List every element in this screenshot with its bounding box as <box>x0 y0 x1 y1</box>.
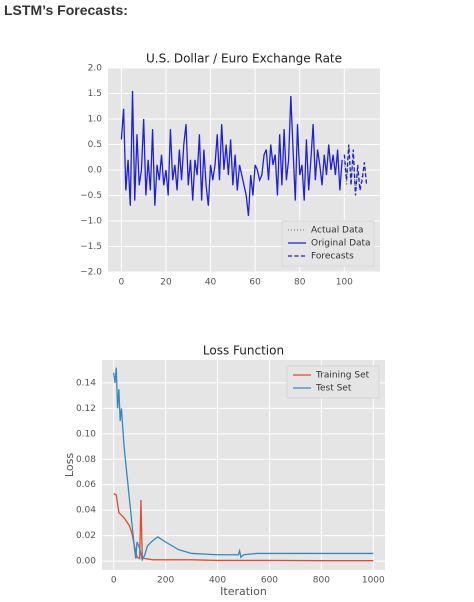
x-tick-label: 800 <box>313 576 330 586</box>
y-tick-label: −0.5 <box>80 191 102 201</box>
y-tick-label: 0.06 <box>76 480 96 490</box>
y-tick-label: −1.5 <box>80 242 102 252</box>
x-tick-label: 600 <box>261 576 278 586</box>
chart-title: U.S. Dollar / Euro Exchange Rate <box>146 52 342 66</box>
x-tick-label: 400 <box>209 576 226 586</box>
y-tick-label: 1.0 <box>88 115 103 125</box>
x-tick-label: 20 <box>160 278 172 288</box>
y-tick-label: 0.14 <box>76 378 96 388</box>
x-tick-label: 100 <box>336 278 353 288</box>
x-axis-label: Iteration <box>220 585 267 598</box>
y-tick-label: 0.10 <box>76 429 96 439</box>
y-tick-label: 0.00 <box>76 557 96 567</box>
y-tick-label: −2.0 <box>80 268 102 278</box>
legend-label: Forecasts <box>311 252 354 262</box>
x-tick-label: 0 <box>119 278 125 288</box>
x-tick-label: 40 <box>205 278 217 288</box>
chart-title: Loss Function <box>203 344 284 358</box>
legend-label: Training Set <box>315 371 370 381</box>
series-line <box>343 144 368 196</box>
x-tick-label: 200 <box>157 576 174 586</box>
y-tick-label: 0.08 <box>76 455 96 465</box>
series-line <box>120 90 343 216</box>
legend-label: Test Set <box>315 384 352 394</box>
y-tick-label: 0.04 <box>76 506 96 516</box>
y-tick-label: 0.02 <box>76 531 96 541</box>
y-tick-label: 0.0 <box>88 166 103 176</box>
legend-box <box>286 365 380 399</box>
x-tick-label: 0 <box>111 576 117 586</box>
y-tick-label: 1.5 <box>88 89 102 99</box>
y-axis-label: Loss <box>63 453 76 477</box>
legend-label: Original Data <box>311 239 371 249</box>
series-line <box>113 493 374 562</box>
x-tick-label: 80 <box>294 278 306 288</box>
heading: LSTM’s Forecasts: <box>4 2 128 18</box>
series-line <box>113 367 374 562</box>
x-tick-label: 1000 <box>362 576 385 586</box>
y-tick-label: 0.12 <box>76 404 96 414</box>
legend-label: Actual Data <box>311 226 364 236</box>
y-tick-label: 2.0 <box>88 64 103 74</box>
y-tick-label: 0.5 <box>88 140 102 150</box>
y-tick-label: −1.0 <box>80 217 102 227</box>
x-tick-label: 60 <box>249 278 261 288</box>
